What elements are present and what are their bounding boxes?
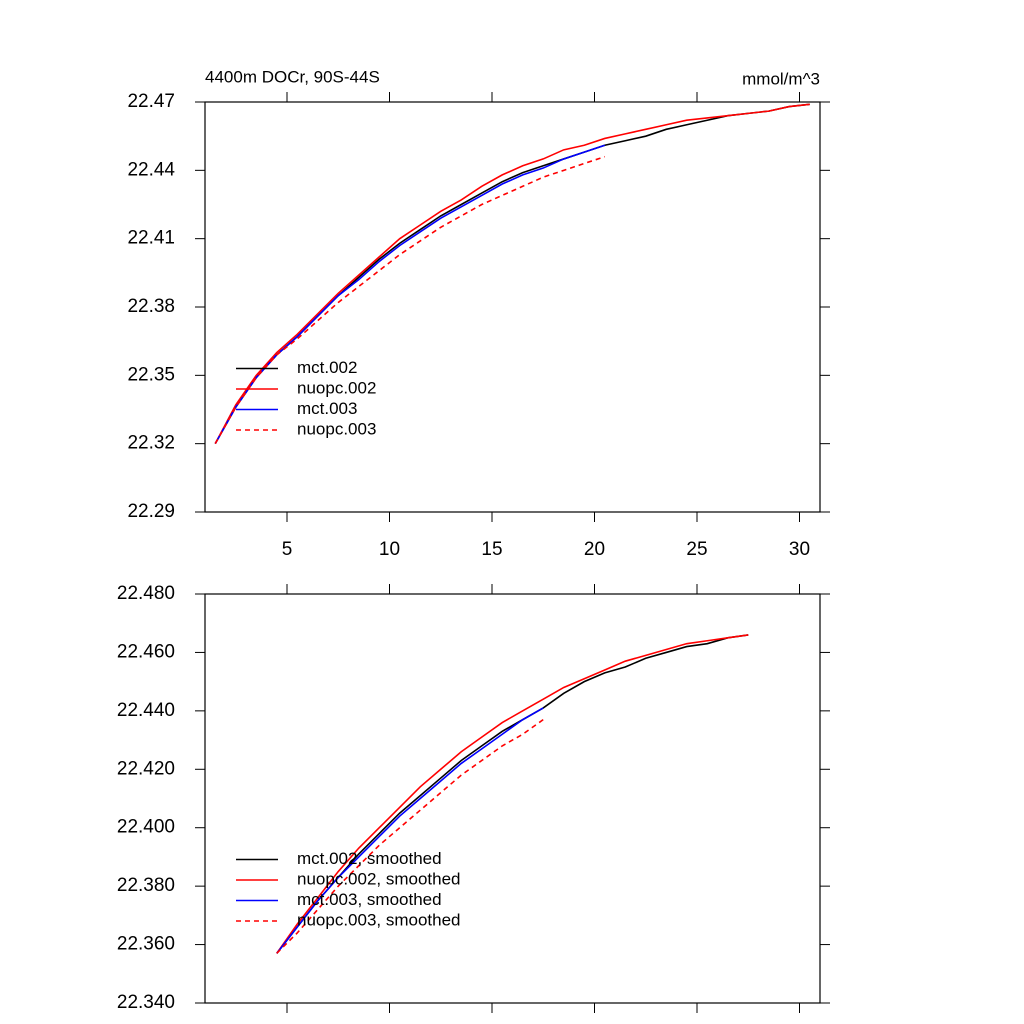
x-tick-label: 5 [282,539,293,560]
y-tick-label: 22.360 [117,934,175,955]
plot-area: 22.29 22.32 22.35 22.38 22.41 22.44 22.47 5 10 15… [127,67,830,560]
y-tick-label: 22.29 [127,501,175,522]
y-tick-label: 22.32 [127,433,175,454]
legend-label: nuopc.002, smoothed [297,869,461,888]
x-tick-label: 25 [686,539,707,560]
x-tick-label: 10 [379,539,400,560]
series-line [276,634,749,954]
y-tick-label: 22.47 [127,91,175,112]
legend-label: mct.003, smoothed [297,890,442,909]
legend-label: mct.003 [297,399,357,418]
plot-area: 22.340 22.360 22.380 22.400 22.420 22.440 22.4… [117,583,830,1013]
x-tick-label: 30 [789,539,810,560]
legend-label: mct.002, smoothed [297,849,442,868]
y-tick-label: 22.420 [117,758,175,779]
series-line [214,144,606,445]
y-tick-label: 22.460 [117,641,175,662]
y-tick-label: 22.44 [127,159,175,180]
x-tick-label: 15 [481,539,502,560]
y-tick-label: 22.340 [117,992,175,1013]
y-tick-label: 22.440 [117,700,175,721]
y-tick-label: 22.480 [117,583,175,604]
plot-frame [204,101,821,513]
x-tick-label: 20 [584,539,605,560]
y-tick-label: 22.35 [127,364,175,385]
y-tick-label: 22.380 [117,875,175,896]
series-line [214,103,810,445]
legend-label: nuopc.003, smoothed [297,910,461,929]
y-tick-label: 22.41 [127,228,175,249]
legend-label: nuopc.003 [297,419,376,438]
y-tick-label: 22.400 [117,817,175,838]
series-line [276,718,544,954]
plot-frame [204,593,821,1004]
legend-label: mct.002 [297,358,357,377]
legend-label: nuopc.002 [297,378,376,397]
chart-title: 4400m DOCr, 90S-44S [205,67,380,86]
units-label: mmol/m^3 [742,69,820,88]
y-tick-label: 22.38 [127,296,175,317]
series-line [214,155,606,445]
series-line [276,634,749,954]
series-line [276,707,544,954]
